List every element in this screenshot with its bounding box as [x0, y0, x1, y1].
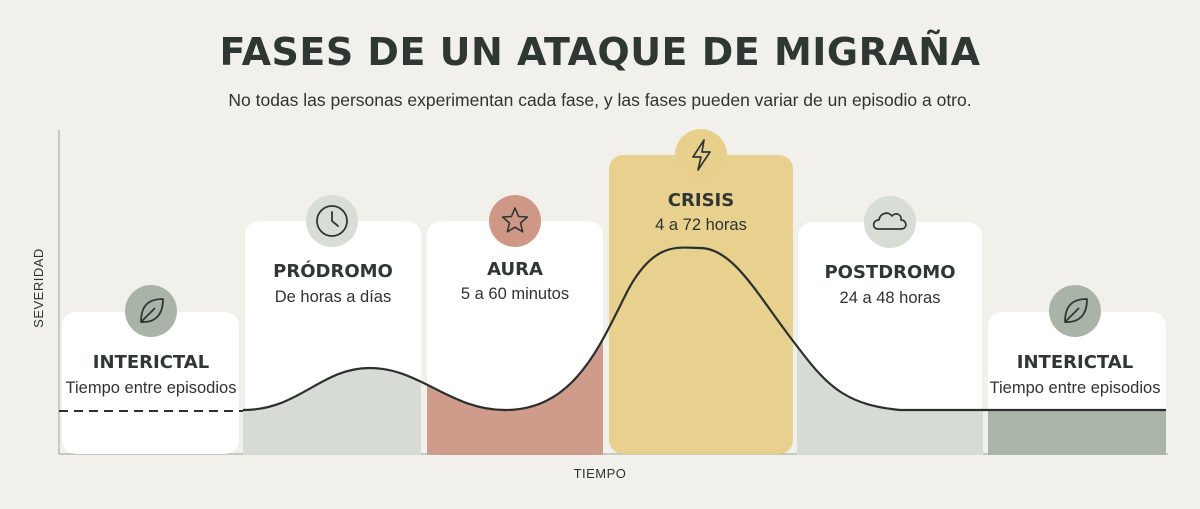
- diagram-subtitle: No todas las personas experimentan cada …: [228, 90, 972, 110]
- phase-name: INTERICTAL: [93, 352, 209, 373]
- phase-duration: 5 a 60 minutos: [461, 285, 569, 303]
- y-axis-label: SEVERIDAD: [31, 248, 46, 328]
- severity-curve: [242, 246, 1166, 412]
- phase-cards: [62, 155, 1166, 454]
- phase-card-crisis: [609, 155, 793, 454]
- phase-name: AURA: [487, 259, 543, 280]
- phase-name: INTERICTAL: [1017, 352, 1133, 373]
- cloud-icon: [864, 196, 916, 248]
- leaf-icon: [1049, 285, 1101, 337]
- star-icon: [489, 195, 541, 247]
- phase-name: POSTDROMO: [824, 262, 955, 283]
- x-axis-label: TIEMPO: [574, 466, 627, 481]
- clock-icon: [306, 195, 358, 247]
- lightning-icon: [675, 129, 727, 181]
- phase-duration: Tiempo entre episodios: [990, 379, 1161, 397]
- phase-labels: INTERICTAL Tiempo entre episodios PRÓDRO…: [66, 190, 1161, 397]
- phase-card-interictal-start: [62, 312, 239, 454]
- phase-name: PRÓDROMO: [273, 260, 393, 282]
- leaf-icon: [125, 285, 177, 337]
- phase-duration: 4 a 72 horas: [655, 216, 747, 234]
- phase-duration: 24 a 48 horas: [840, 289, 941, 307]
- diagram-title: FASES DE UN ATAQUE DE MIGRAÑA: [219, 30, 981, 74]
- phase-name: CRISIS: [668, 190, 734, 211]
- phase-duration: Tiempo entre episodios: [66, 379, 237, 397]
- phase-duration: De horas a días: [275, 288, 391, 306]
